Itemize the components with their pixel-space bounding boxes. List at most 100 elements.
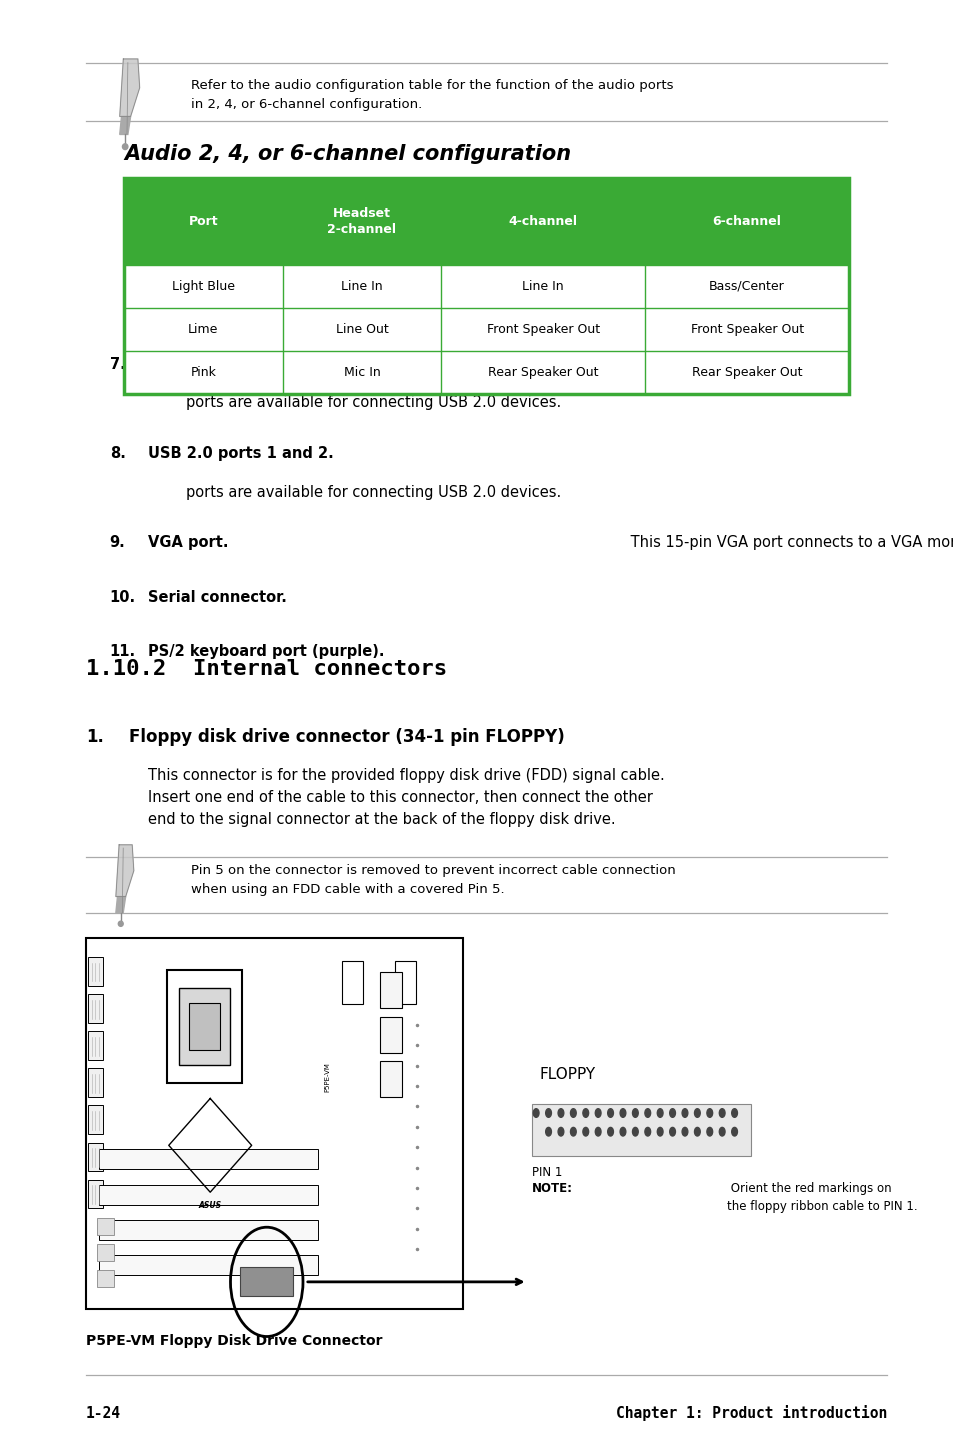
Text: Rear Speaker Out: Rear Speaker Out <box>691 365 801 380</box>
Bar <box>379 1017 401 1053</box>
Text: ports are available for connecting USB 2.0 devices.: ports are available for connecting USB 2… <box>186 485 560 499</box>
Bar <box>124 178 848 265</box>
Text: 7.: 7. <box>110 357 126 371</box>
Text: Refer to the audio configuration table for the function of the audio ports
in 2,: Refer to the audio configuration table f… <box>191 79 673 111</box>
Text: Light Blue: Light Blue <box>172 279 234 293</box>
Text: Lime: Lime <box>188 322 218 336</box>
Circle shape <box>644 1109 650 1117</box>
Circle shape <box>644 1127 650 1136</box>
Text: Pin 5 on the connector is removed to prevent incorrect cable connection
when usi: Pin 5 on the connector is removed to pre… <box>191 864 675 896</box>
Bar <box>88 1068 103 1097</box>
Bar <box>395 961 416 1004</box>
Text: Audio 2, 4, or 6-channel configuration: Audio 2, 4, or 6-channel configuration <box>124 144 571 164</box>
Text: Pink: Pink <box>191 365 216 380</box>
Circle shape <box>607 1127 613 1136</box>
Circle shape <box>595 1127 600 1136</box>
Text: Line Out: Line Out <box>335 322 388 336</box>
Circle shape <box>558 1127 563 1136</box>
Bar <box>124 265 848 308</box>
Circle shape <box>657 1109 662 1117</box>
Circle shape <box>731 1109 737 1117</box>
Text: Floppy disk drive connector (34-1 pin FLOPPY): Floppy disk drive connector (34-1 pin FL… <box>129 728 564 746</box>
Circle shape <box>582 1127 588 1136</box>
Text: This connector is for the provided floppy disk drive (FDD) signal cable.
Insert : This connector is for the provided flopp… <box>148 768 664 827</box>
Circle shape <box>731 1127 737 1136</box>
Bar <box>88 958 103 986</box>
Bar <box>99 1149 317 1169</box>
Circle shape <box>632 1109 638 1117</box>
Bar <box>88 1143 103 1172</box>
Text: Chapter 1: Product introduction: Chapter 1: Product introduction <box>616 1405 886 1421</box>
Circle shape <box>558 1109 563 1117</box>
Bar <box>99 1255 317 1276</box>
Bar <box>240 1267 294 1296</box>
Bar <box>379 972 401 1008</box>
Polygon shape <box>115 897 126 913</box>
Text: This 15-pin VGA port connects to a VGA monitor.: This 15-pin VGA port connects to a VGA m… <box>625 535 953 549</box>
Text: PIN 1: PIN 1 <box>532 1166 562 1179</box>
Bar <box>88 1031 103 1060</box>
Text: Line In: Line In <box>522 279 563 293</box>
Text: Headset
2-channel: Headset 2-channel <box>327 207 396 236</box>
Bar <box>179 988 230 1066</box>
Circle shape <box>570 1109 576 1117</box>
Text: 4-channel: 4-channel <box>508 214 578 229</box>
Circle shape <box>694 1127 700 1136</box>
Circle shape <box>545 1109 551 1117</box>
Text: Orient the red markings on
the floppy ribbon cable to PIN 1.: Orient the red markings on the floppy ri… <box>726 1182 917 1214</box>
Ellipse shape <box>122 144 128 150</box>
Text: Line In: Line In <box>341 279 382 293</box>
Circle shape <box>570 1127 576 1136</box>
Text: ASUS: ASUS <box>198 1201 221 1209</box>
Circle shape <box>706 1127 712 1136</box>
Circle shape <box>545 1127 551 1136</box>
Bar <box>99 1185 317 1205</box>
Text: Bass/Center: Bass/Center <box>708 279 784 293</box>
Text: VGA port.: VGA port. <box>148 535 228 549</box>
Text: P5PE-VM Floppy Disk Drive Connector: P5PE-VM Floppy Disk Drive Connector <box>86 1334 382 1349</box>
Bar <box>97 1270 114 1287</box>
Bar <box>99 1219 317 1240</box>
Circle shape <box>694 1109 700 1117</box>
Circle shape <box>619 1109 625 1117</box>
Bar <box>124 178 848 394</box>
Circle shape <box>595 1109 600 1117</box>
Text: 1.: 1. <box>86 728 104 746</box>
Text: Mic In: Mic In <box>343 365 380 380</box>
Bar <box>379 1061 401 1097</box>
Circle shape <box>706 1109 712 1117</box>
Bar <box>86 938 462 1309</box>
Circle shape <box>681 1127 687 1136</box>
Text: Front Speaker Out: Front Speaker Out <box>486 322 599 336</box>
Polygon shape <box>115 844 133 897</box>
Bar <box>97 1218 114 1235</box>
Text: FLOPPY: FLOPPY <box>538 1067 595 1081</box>
Circle shape <box>632 1127 638 1136</box>
Bar <box>88 1179 103 1208</box>
Text: P5PE-VM: P5PE-VM <box>324 1061 330 1091</box>
Text: PS/2 keyboard port (purple).: PS/2 keyboard port (purple). <box>148 644 384 659</box>
Text: 10.: 10. <box>110 590 135 604</box>
Circle shape <box>669 1127 675 1136</box>
Circle shape <box>657 1127 662 1136</box>
Bar <box>88 1106 103 1135</box>
Text: Serial connector.: Serial connector. <box>148 590 287 604</box>
Bar <box>167 969 242 1083</box>
Circle shape <box>669 1109 675 1117</box>
Text: ports are available for connecting USB 2.0 devices.: ports are available for connecting USB 2… <box>186 395 560 410</box>
Circle shape <box>582 1109 588 1117</box>
Text: 6-channel: 6-channel <box>712 214 781 229</box>
Circle shape <box>607 1109 613 1117</box>
Circle shape <box>533 1109 538 1117</box>
Text: Rear Speaker Out: Rear Speaker Out <box>487 365 598 380</box>
Text: USB 2.0 ports 1 and 2.: USB 2.0 ports 1 and 2. <box>148 446 334 460</box>
Text: Port: Port <box>189 214 218 229</box>
Polygon shape <box>120 59 139 116</box>
Bar <box>124 308 848 351</box>
Polygon shape <box>120 116 131 135</box>
Bar <box>97 1244 114 1261</box>
Text: Front Speaker Out: Front Speaker Out <box>690 322 802 336</box>
Circle shape <box>619 1127 625 1136</box>
Bar <box>88 994 103 1022</box>
Bar <box>124 351 848 394</box>
